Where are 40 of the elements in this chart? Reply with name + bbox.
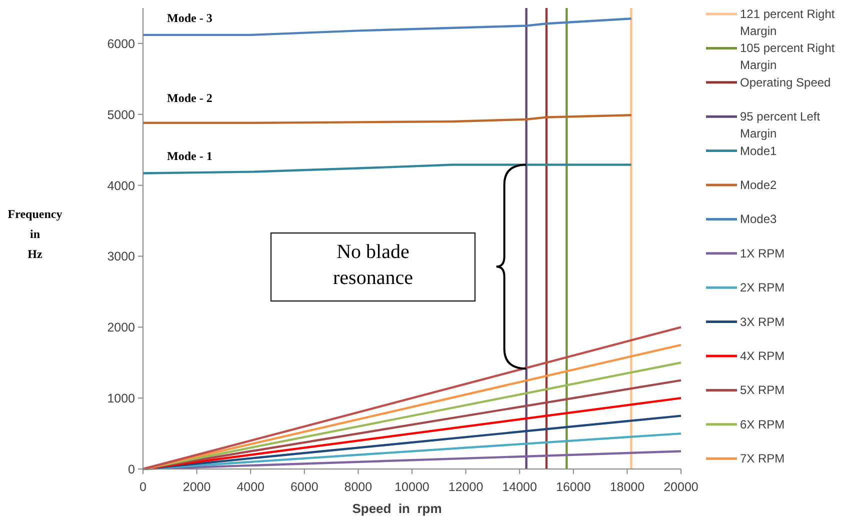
y-tick-label: 2000 xyxy=(107,320,136,335)
x-tick-label: 14000 xyxy=(502,480,538,494)
x-tick-label: 20000 xyxy=(664,480,698,494)
x-tick-label: 16000 xyxy=(556,480,591,494)
legend-label: Operating Speed xyxy=(740,75,831,90)
y-tick-label: 3000 xyxy=(107,250,136,264)
legend-label: 7X RPM xyxy=(740,452,785,466)
legend-label: 5X RPM xyxy=(740,383,785,398)
x-tick-label: 8000 xyxy=(344,480,372,494)
legend-label: 2X RPM xyxy=(740,280,785,295)
x-tick-label: 12000 xyxy=(448,480,484,494)
x-axis-title: Speed in rpm xyxy=(352,501,442,516)
legend-label: Mode1 xyxy=(740,144,778,158)
annotation: No blade resonance xyxy=(333,241,414,289)
legend-label: 105 percent Right Margin xyxy=(740,41,836,72)
legend-label: 121 percent Right Margin xyxy=(740,7,836,38)
legend-label: Mode2 xyxy=(740,178,778,192)
legend-label: 95 percent Left Margin xyxy=(740,110,821,141)
legend-label: 1X RPM xyxy=(740,246,785,260)
annotation: Mode - 3 xyxy=(167,11,212,25)
x-tick-label: 2000 xyxy=(182,480,211,494)
x-tick-label: 10000 xyxy=(394,480,430,494)
y-axis-title: Frequency in Hz xyxy=(8,207,62,261)
line-series xyxy=(142,114,632,124)
x-tick-label: 6000 xyxy=(290,480,318,494)
x-tick-label: 18000 xyxy=(610,480,645,494)
y-tick-label: 4000 xyxy=(107,178,136,193)
line-series xyxy=(142,164,632,174)
y-tick-label: 6000 xyxy=(107,36,136,51)
x-tick-label: 4000 xyxy=(236,480,265,494)
y-tick-label: 0 xyxy=(128,462,136,476)
legend-label: 3X RPM xyxy=(740,314,785,329)
x-tick-label: 0 xyxy=(140,480,147,494)
legend-label: 4X RPM xyxy=(740,349,785,363)
legend-label: 6X RPM xyxy=(740,417,785,432)
y-tick-label: 5000 xyxy=(107,108,136,122)
annotation: Mode - 1 xyxy=(167,149,212,163)
annotation: Mode - 2 xyxy=(167,91,212,105)
legend-label: Mode3 xyxy=(740,212,778,226)
y-tick-label: 1000 xyxy=(107,392,136,406)
